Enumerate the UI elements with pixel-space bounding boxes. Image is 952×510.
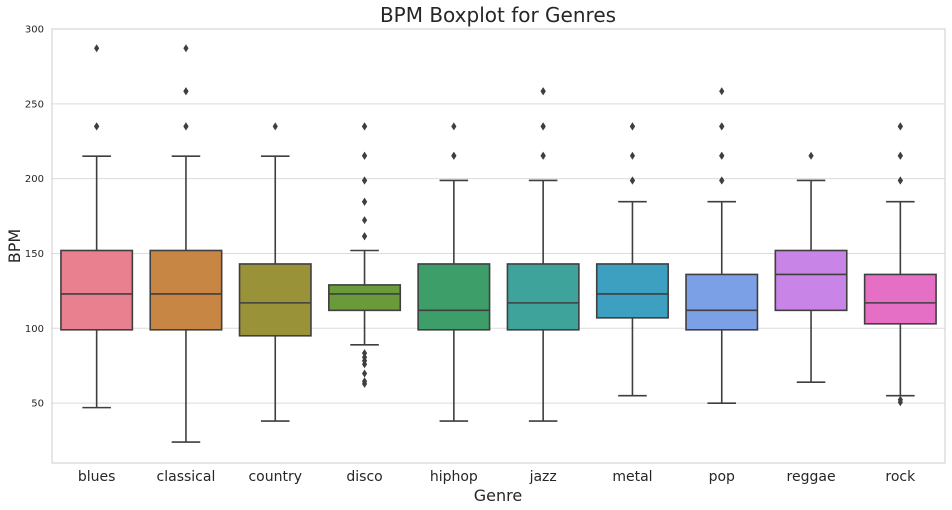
x-tick-reggae: reggae [787,469,836,485]
x-tick-disco: disco [346,469,382,485]
outlier-classical-4 [183,44,189,53]
outlier-disco-15 [361,369,368,378]
outlier-metal-1 [629,122,636,131]
box-country [238,122,312,422]
outlier-hiphop-0 [451,122,457,131]
x-tick-labels: blues classical country disco hiphop jazz meta… [78,469,916,485]
y-tick-250: 250 [25,99,44,110]
box-body-country [238,263,312,337]
box-body-pop [685,273,759,331]
y-tick-200: 200 [25,174,44,185]
outlier-blues-1 [94,122,100,131]
box-disco [328,122,402,388]
outlier-classical-3 [183,87,189,96]
outlier-rock-1 [897,122,903,131]
outlier-disco-1 [361,122,368,131]
outlier-disco-8 [361,216,368,225]
box-jazz [506,87,580,422]
outlier-hiphop-2 [451,151,457,160]
box-metal [595,122,669,397]
outlier-jazz-5 [540,151,546,160]
box-blues [60,44,134,409]
box-body-hiphop [417,263,491,331]
outlier-rock-7 [897,398,903,407]
y-tick-100: 100 [25,324,44,335]
box-body-disco [328,284,402,312]
box-body-metal [595,263,669,319]
x-tick-rock: rock [885,469,916,485]
box-hiphop [417,122,491,422]
y-tick-150: 150 [25,249,44,260]
x-tick-blues: blues [78,469,116,485]
boxes-layer [60,44,937,443]
outlier-disco-3 [361,151,368,160]
x-tick-metal: metal [612,469,652,485]
box-body-reggae [774,249,848,312]
box-body-classical [149,249,223,331]
outlier-disco-17 [361,379,368,388]
x-tick-classical: classical [157,469,216,485]
outlier-disco-14 [361,360,368,369]
x-tick-country: country [248,469,302,485]
y-axis-label: BPM [5,229,24,263]
outlier-pop-4 [719,151,725,160]
plot-frame [51,28,946,464]
outlier-pop-6 [719,176,725,185]
y-tick-300: 300 [25,25,44,36]
box-body-blues [60,249,134,331]
outlier-reggae-0 [808,151,814,160]
outlier-pop-0 [719,87,725,96]
outlier-rock-5 [897,176,903,185]
outlier-metal-4 [629,176,636,185]
outlier-jazz-3 [540,122,546,131]
outlier-rock-3 [897,151,903,160]
x-tick-jazz: jazz [529,469,557,485]
y-tick-labels: 50 100 150 200 250 300 [25,25,44,410]
outlier-pop-2 [719,122,725,131]
box-rock [863,122,937,407]
chart-title: BPM Boxplot for Genres [380,3,616,27]
outlier-metal-2 [629,151,636,160]
outlier-disco-11 [361,349,368,358]
box-classical [149,44,223,443]
plot-background [52,29,945,463]
x-tick-hiphop: hiphop [430,469,478,485]
x-axis-label: Genre [474,486,522,505]
outlier-jazz-1 [540,87,546,96]
outlier-disco-7 [361,197,368,206]
box-pop [685,87,759,404]
outlier-classical-1 [183,122,189,131]
outlier-disco-10 [361,232,368,241]
box-reggae [774,151,848,383]
outlier-country-0 [272,122,278,131]
box-body-jazz [506,263,580,331]
outlier-blues-2 [94,44,100,53]
box-body-rock [863,273,937,325]
x-tick-pop: pop [709,469,735,485]
y-tick-50: 50 [31,399,44,410]
outlier-disco-5 [361,176,368,185]
